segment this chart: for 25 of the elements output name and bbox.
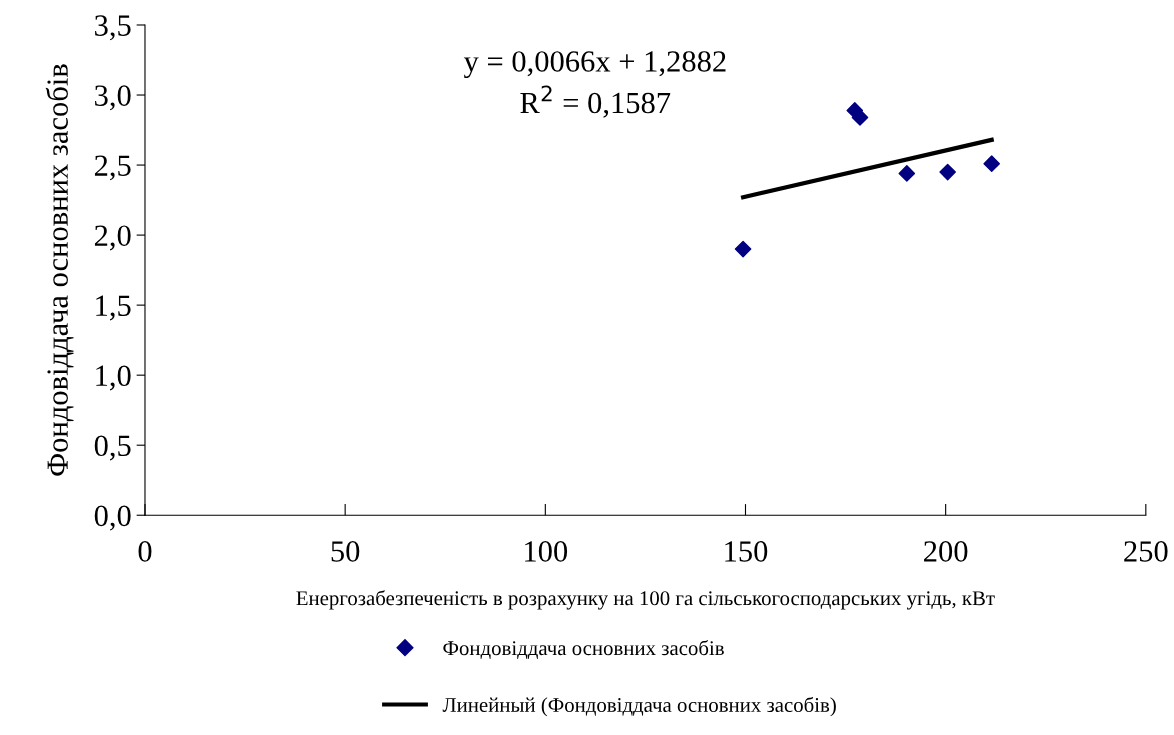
x-axis-title: Енергозабезпеченість в розрахунку на 100 га сільськогосподарських угідь, кВт — [296, 590, 995, 610]
point — [898, 165, 916, 182]
x-tick-label: 100 — [525, 541, 568, 562]
y-tick-label: 1,5 — [96, 295, 131, 321]
legend-label: Фондовіддача основних засобів — [443, 640, 724, 659]
point — [734, 240, 752, 258]
y-tick-label: 0,5 — [94, 435, 131, 461]
y-tick-label: 2,5 — [94, 155, 131, 181]
annotation: y = 0,0066x + 1,2882 — [463, 51, 726, 79]
x-tick-label: 150 — [725, 541, 768, 562]
y-tick-label: 3,0 — [95, 85, 131, 111]
x-tick-label: 200 — [924, 541, 968, 562]
y-tick-label: 1,0 — [96, 365, 131, 391]
x-tick-label: 250 — [1124, 541, 1168, 562]
point — [983, 155, 1000, 172]
y-tick-label: 0,0 — [94, 505, 131, 531]
point — [851, 109, 869, 126]
annotation: R$^{2}$ = 0,1587 — [520, 85, 671, 118]
x-tick-label: 50 — [331, 541, 360, 562]
y-tick-label: 2,0 — [94, 225, 131, 251]
y-axis-title: Фондовіддача основних засобів — [45, 64, 74, 476]
point — [939, 163, 956, 181]
legend-label: Линейный (Фондовіддача основних засобів) — [442, 696, 836, 717]
y-tick-label: 3,5 — [95, 15, 131, 41]
x-tick-label: 0 — [138, 541, 152, 562]
